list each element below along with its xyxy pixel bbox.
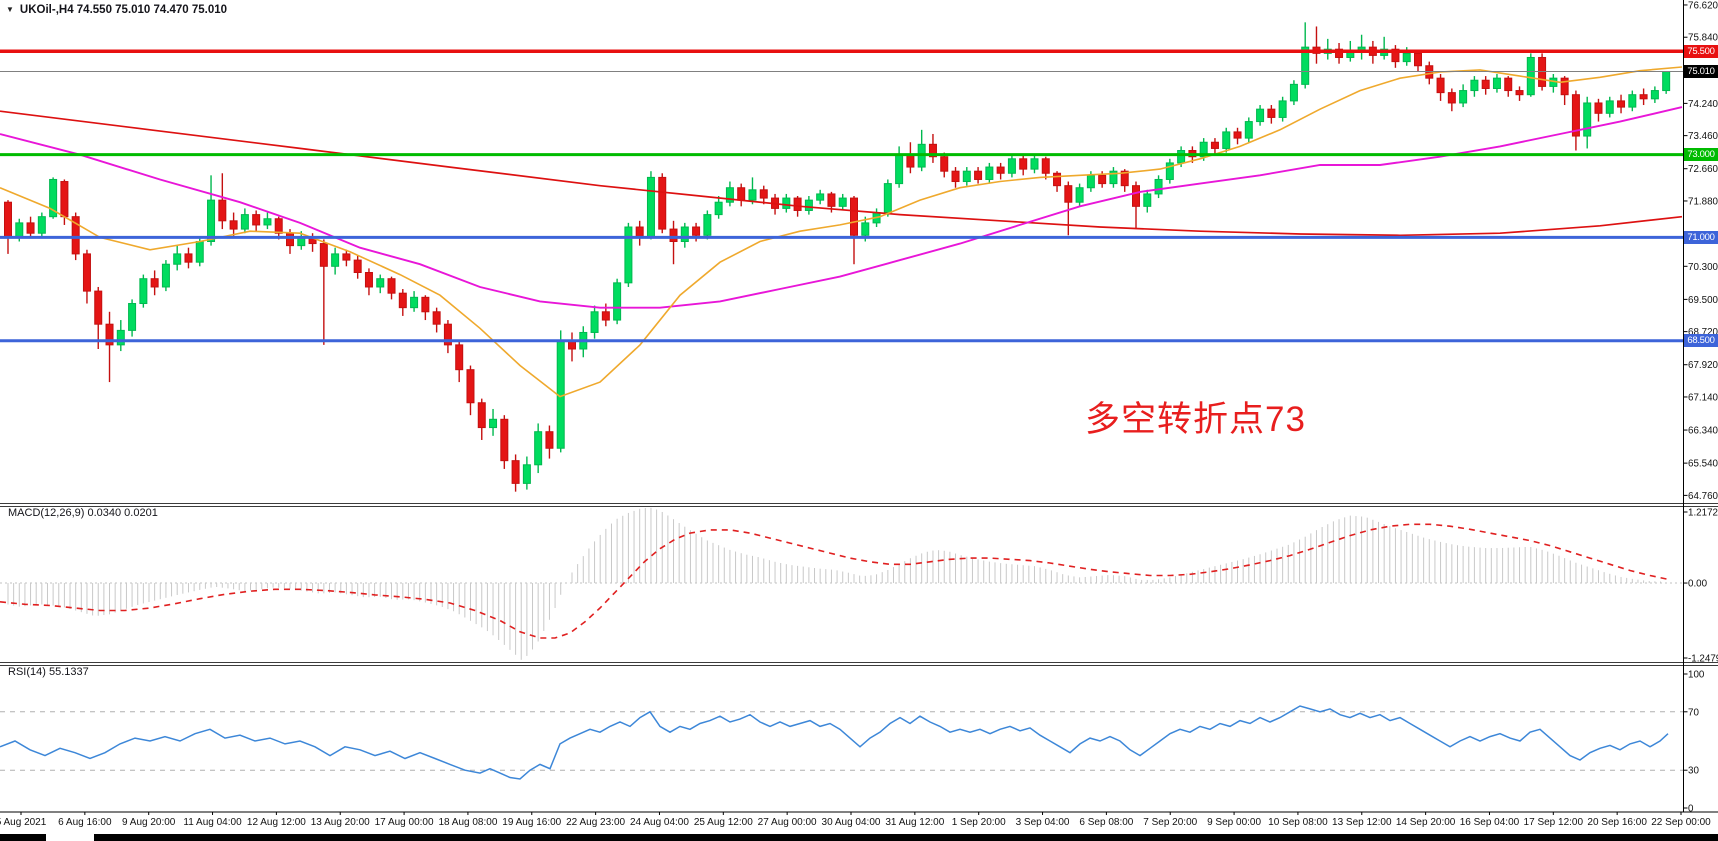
axis-tick-label: 65.540 [1688, 459, 1718, 470]
time-tick-label: 13 Aug 20:00 [311, 817, 370, 828]
scrollbar-segment-left[interactable] [0, 834, 46, 841]
rsi-value-line [0, 705, 1669, 780]
time-tick-label: 16 Sep 04:00 [1460, 817, 1520, 828]
time-tick-label: 20 Sep 16:00 [1587, 817, 1647, 828]
axis-tick-label: 69.500 [1688, 295, 1718, 306]
axis-tick-label: 70 [1688, 707, 1699, 718]
axis-tick-label: 0.00 [1688, 579, 1708, 590]
chart-annotation-text: 多空转折点73 [1085, 400, 1306, 439]
pane-separators [0, 503, 1718, 666]
time-tick-label: 19 Aug 16:00 [502, 817, 561, 828]
time-tick-label: 6 Sep 08:00 [1079, 817, 1133, 828]
time-tick-label: 24 Aug 04:00 [630, 817, 689, 828]
axis-tick-label: 67.920 [1688, 360, 1718, 371]
time-tick-label: 17 Sep 12:00 [1524, 817, 1584, 828]
time-tick-label: 5 Aug 2021 [0, 817, 47, 828]
symbol-ohlc-header: ▼ UKOil-,H4 74.550 75.010 74.470 75.010 [6, 4, 227, 16]
scrollbar-segment-main[interactable] [94, 834, 1718, 841]
axis-tick-label: 71.880 [1688, 196, 1718, 207]
axis-tick-label: 100 [1688, 670, 1705, 681]
axis-tick-label: 76.620 [1688, 0, 1718, 11]
price-badge-73.000: 73.000 [1684, 148, 1718, 162]
time-tick-label: 25 Aug 12:00 [694, 817, 753, 828]
price-badge-75.500: 75.500 [1684, 44, 1718, 58]
axis-tick-label: 72.660 [1688, 164, 1718, 175]
time-tick-label: 9 Sep 00:00 [1207, 817, 1261, 828]
time-tick-label: 31 Aug 12:00 [885, 817, 944, 828]
axis-tick-label: 67.140 [1688, 392, 1718, 403]
axis-tick-label: 74.240 [1688, 99, 1718, 110]
axis-tick-label: 30 [1688, 766, 1699, 777]
time-tick-label: 22 Sep 00:00 [1651, 817, 1711, 828]
time-tick-label: 7 Sep 20:00 [1143, 817, 1197, 828]
rsi-label: RSI(14) 55.1337 [8, 666, 89, 678]
time-tick-label: 22 Aug 23:00 [566, 817, 625, 828]
time-tick-label: 12 Aug 12:00 [247, 817, 306, 828]
symbol-dropdown-icon[interactable]: ▼ [6, 4, 14, 14]
axis-tick-label: 73.460 [1688, 131, 1718, 142]
symbol-ohlc-text: UKOil-,H4 74.550 75.010 74.470 75.010 [19, 4, 228, 16]
time-tick-label: 17 Aug 00:00 [375, 817, 434, 828]
ma-fast-orange-line [0, 66, 1683, 398]
time-tick-label: 3 Sep 04:00 [1016, 817, 1070, 828]
rsi-pane [0, 705, 1683, 780]
price-badge-68.500: 68.500 [1684, 334, 1718, 348]
price-axis: 76.620 75.840 74.240 73.460 72.660 71.880 70.3… [0, 0, 1718, 815]
ma-medium-magenta-line [0, 106, 1683, 309]
macd-label: MACD(12,26,9) 0.0340 0.0201 [8, 507, 158, 519]
time-tick-label: 14 Sep 20:00 [1396, 817, 1456, 828]
axis-tick-label: -1.2479 [1688, 654, 1718, 665]
ma-slow-red-line [0, 110, 1683, 237]
time-tick-label: 6 Aug 16:00 [58, 817, 112, 828]
axis-tick-label: 75.840 [1688, 33, 1718, 44]
axis-tick-label: 1.2172 [1688, 508, 1718, 519]
time-tick-label: 13 Sep 12:00 [1332, 817, 1392, 828]
price-badge-71.000: 71.000 [1684, 230, 1718, 244]
time-axis: 5 Aug 2021 6 Aug 16:00 9 Aug 20:00 11 Aug 0… [0, 812, 1711, 828]
time-tick-label: 9 Aug 20:00 [122, 817, 176, 828]
time-tick-label: 11 Aug 04:00 [183, 817, 242, 828]
time-tick-label: 18 Aug 08:00 [438, 817, 497, 828]
axis-tick-label: 64.760 [1688, 491, 1718, 502]
macd-pane [0, 507, 1683, 660]
time-tick-label: 27 Aug 00:00 [758, 817, 817, 828]
time-tick-label: 30 Aug 04:00 [822, 817, 881, 828]
axis-tick-label: 70.300 [1688, 262, 1718, 273]
candles-layer [4, 22, 1671, 492]
time-tick-label: 10 Sep 08:00 [1268, 817, 1328, 828]
price-badge-75.010: 75.010 [1684, 65, 1718, 79]
axis-tick-label: 66.340 [1688, 426, 1718, 437]
time-tick-label: 1 Sep 20:00 [952, 817, 1006, 828]
axis-tick-label: 68.720 [1688, 327, 1718, 338]
axis-tick-label: 0 [1688, 804, 1694, 815]
